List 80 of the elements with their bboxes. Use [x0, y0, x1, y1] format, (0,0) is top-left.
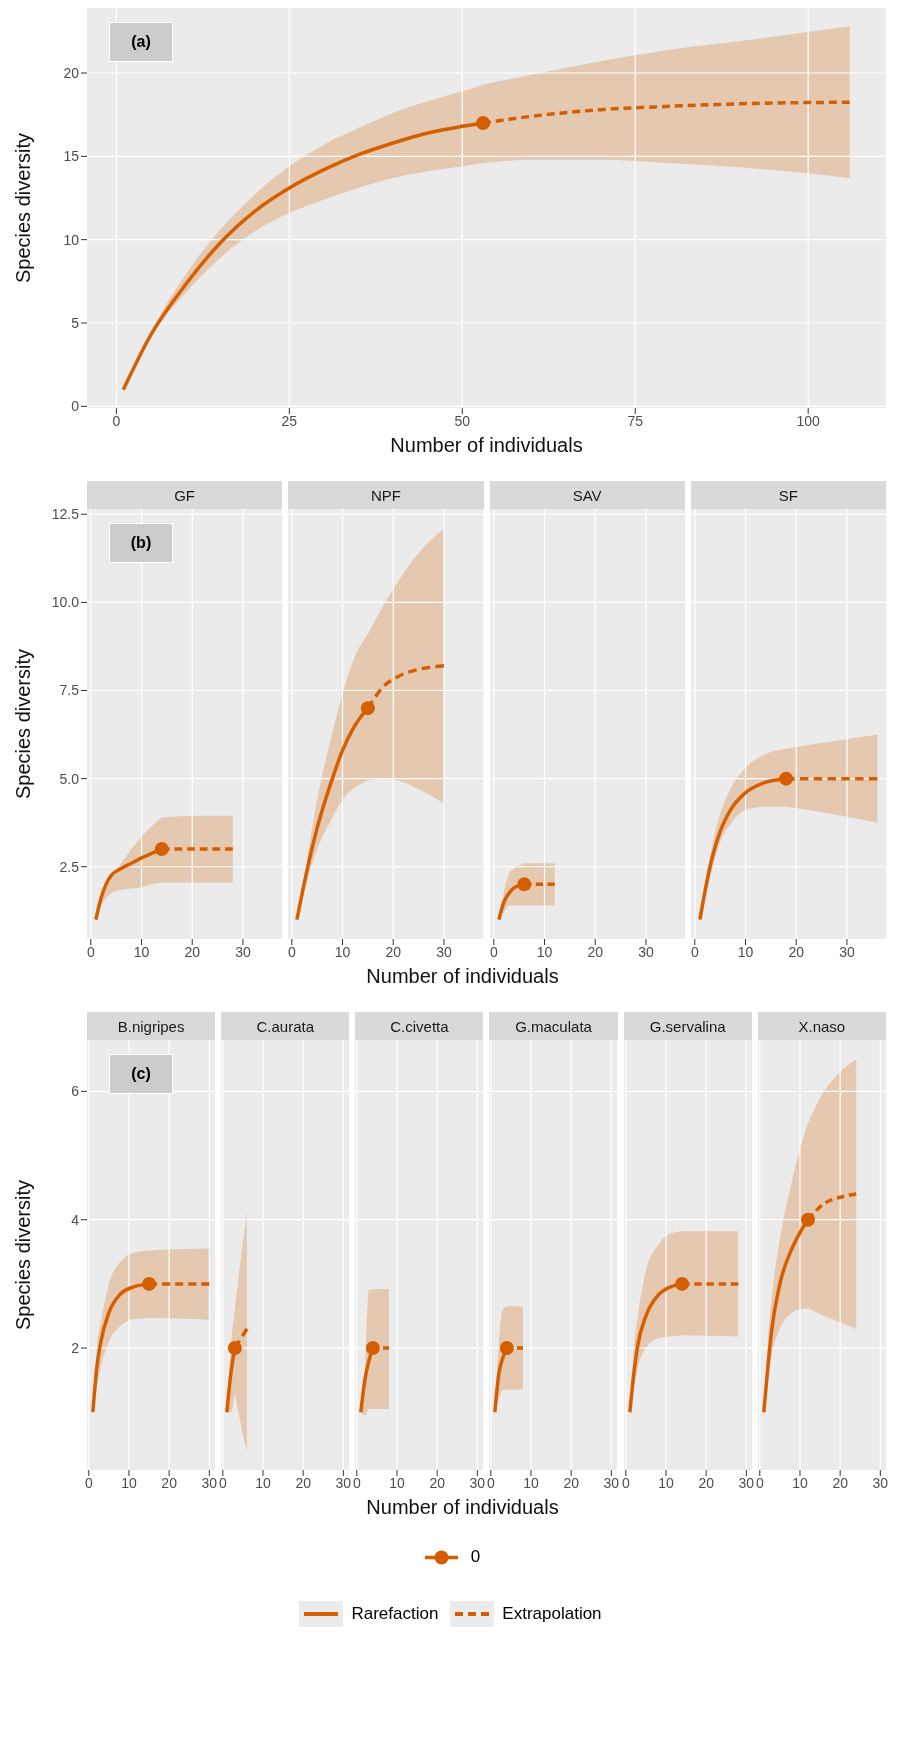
- chart-title: C.civetta: [390, 1017, 449, 1035]
- x-tick-label: 10: [334, 943, 351, 960]
- y-tick-label: 2.5: [59, 858, 80, 875]
- legend-label: 0: [470, 1547, 481, 1567]
- x-axis-title: Number of individuals: [365, 965, 560, 988]
- x-tick-label: 20: [385, 943, 402, 960]
- chart-title: SAV: [572, 486, 602, 504]
- x-tick-label: 20: [586, 943, 603, 960]
- chart-title: NPF: [370, 486, 401, 504]
- x-tick-label: 25: [281, 412, 298, 429]
- panel-tag: (b): [109, 523, 173, 563]
- x-tick-label: 30: [738, 1474, 754, 1491]
- legend-label: Extrapolation: [502, 1604, 602, 1624]
- y-tick-label: 4: [71, 1211, 80, 1228]
- x-tick-label: 30: [838, 943, 855, 960]
- x-tick-label: 30: [469, 1474, 486, 1491]
- y-tick-label: 7.5: [59, 682, 80, 699]
- x-tick-label: 10: [791, 1474, 808, 1491]
- x-tick-label: 30: [335, 1474, 352, 1491]
- y-tick-label: 20: [63, 64, 80, 81]
- x-tick-label: 10: [255, 1474, 272, 1491]
- x-tick-label: 20: [788, 943, 804, 960]
- x-tick-label: 0: [690, 943, 699, 960]
- x-tick-label: 30: [235, 943, 251, 960]
- x-tick-label: 20: [429, 1474, 446, 1491]
- x-tick-label: 0: [112, 412, 121, 429]
- x-tick-label: 0: [86, 943, 95, 960]
- x-tick-label: 0: [288, 943, 297, 960]
- x-tick-label: 0: [487, 1474, 496, 1491]
- y-axis-title: Species diversity: [11, 1179, 35, 1331]
- x-tick-label: 30: [637, 943, 654, 960]
- y-tick-label: 10: [63, 231, 80, 248]
- x-tick-label: 10: [737, 943, 754, 960]
- x-tick-label: 20: [698, 1474, 714, 1491]
- x-tick-label: 10: [657, 1474, 674, 1491]
- y-tick-label: 12.5: [51, 506, 80, 523]
- x-tick-label: 0: [489, 943, 498, 960]
- y-axis-title: Species diversity: [11, 648, 35, 800]
- y-tick-label: 10.0: [51, 594, 80, 611]
- legend-label: Rarefaction: [351, 1604, 439, 1624]
- chart-title: C.aurata: [256, 1017, 314, 1035]
- y-tick-label: 6: [71, 1083, 80, 1100]
- y-tick-label: 0: [71, 398, 80, 415]
- y-tick-label: 15: [63, 148, 80, 165]
- x-tick-label: 30: [604, 1474, 620, 1491]
- x-tick-label: 0: [219, 1474, 228, 1491]
- y-tick-label: 2: [71, 1340, 80, 1357]
- chart-title: G.servalina: [649, 1017, 726, 1035]
- x-axis-title: Number of individuals: [365, 1496, 560, 1519]
- x-tick-label: 0: [755, 1474, 764, 1491]
- x-tick-label: 30: [436, 943, 453, 960]
- chart-title: GF: [174, 486, 196, 504]
- x-tick-label: 50: [454, 412, 471, 429]
- x-tick-label: 0: [353, 1474, 362, 1491]
- panel-tag: (a): [109, 22, 173, 62]
- x-tick-label: 20: [184, 943, 201, 960]
- chart-title: B.nigripes: [117, 1017, 185, 1035]
- x-tick-label: 30: [201, 1474, 218, 1491]
- panel-tag: (c): [109, 1054, 173, 1094]
- y-axis-title: Species diversity: [11, 132, 35, 284]
- x-tick-label: 20: [563, 1474, 580, 1491]
- x-axis-title: Number of individuals: [389, 434, 584, 457]
- chart-title: SF: [778, 486, 798, 504]
- x-tick-label: 100: [796, 412, 821, 429]
- x-tick-label: 0: [84, 1474, 93, 1491]
- x-tick-label: 0: [621, 1474, 630, 1491]
- x-tick-label: 20: [295, 1474, 312, 1491]
- x-tick-label: 20: [832, 1474, 848, 1491]
- x-tick-label: 10: [389, 1474, 406, 1491]
- x-tick-label: 10: [121, 1474, 137, 1491]
- x-tick-label: 75: [627, 412, 644, 429]
- x-tick-label: 10: [523, 1474, 540, 1491]
- chart-title: X.naso: [798, 1017, 846, 1035]
- x-tick-label: 10: [536, 943, 553, 960]
- chart-title: G.maculata: [515, 1017, 592, 1035]
- y-tick-label: 5: [71, 314, 80, 331]
- y-tick-label: 5.0: [59, 770, 80, 787]
- x-tick-label: 20: [161, 1474, 178, 1491]
- x-tick-label: 30: [872, 1474, 889, 1491]
- x-tick-label: 10: [133, 943, 150, 960]
